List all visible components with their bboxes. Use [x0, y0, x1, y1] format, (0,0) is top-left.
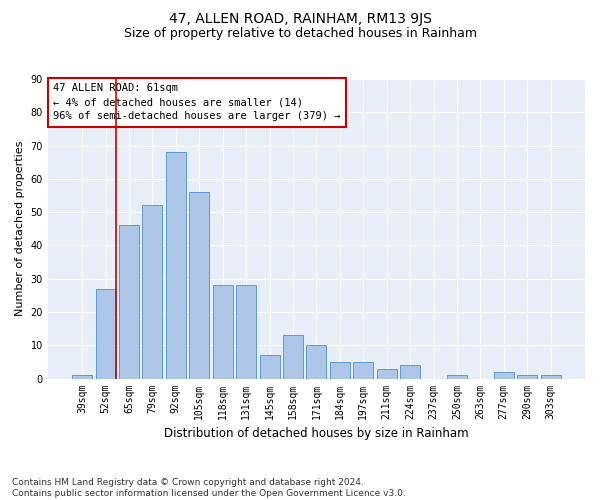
- Text: 47, ALLEN ROAD, RAINHAM, RM13 9JS: 47, ALLEN ROAD, RAINHAM, RM13 9JS: [169, 12, 431, 26]
- Bar: [353, 362, 373, 378]
- Bar: [283, 336, 303, 378]
- Text: Contains HM Land Registry data © Crown copyright and database right 2024.
Contai: Contains HM Land Registry data © Crown c…: [12, 478, 406, 498]
- Bar: [307, 346, 326, 378]
- Text: 47 ALLEN ROAD: 61sqm
← 4% of detached houses are smaller (14)
96% of semi-detach: 47 ALLEN ROAD: 61sqm ← 4% of detached ho…: [53, 84, 341, 122]
- Y-axis label: Number of detached properties: Number of detached properties: [15, 141, 25, 316]
- Bar: [119, 226, 139, 378]
- Bar: [260, 356, 280, 378]
- Bar: [142, 206, 163, 378]
- Bar: [330, 362, 350, 378]
- Bar: [72, 375, 92, 378]
- Text: Size of property relative to detached houses in Rainham: Size of property relative to detached ho…: [124, 28, 476, 40]
- Bar: [190, 192, 209, 378]
- Bar: [400, 365, 420, 378]
- Bar: [213, 286, 233, 378]
- X-axis label: Distribution of detached houses by size in Rainham: Distribution of detached houses by size …: [164, 427, 469, 440]
- Bar: [377, 368, 397, 378]
- Bar: [166, 152, 186, 378]
- Bar: [541, 375, 560, 378]
- Bar: [236, 286, 256, 378]
- Bar: [494, 372, 514, 378]
- Bar: [447, 375, 467, 378]
- Bar: [517, 375, 537, 378]
- Bar: [95, 288, 116, 378]
